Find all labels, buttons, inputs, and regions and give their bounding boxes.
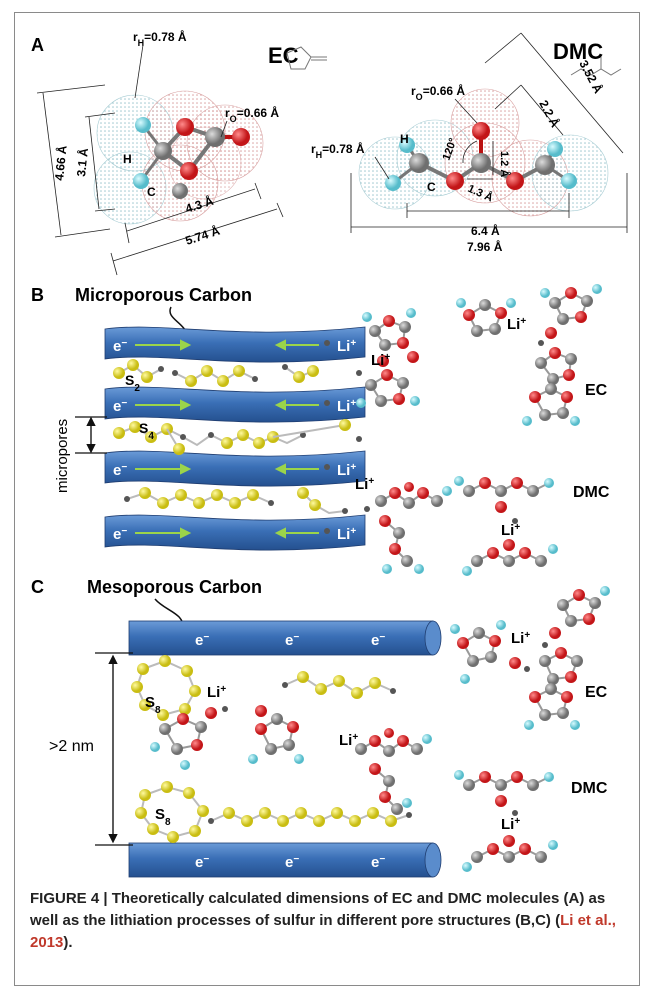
panel-c-title: Mesoporous Carbon [87,577,262,597]
c-li-4: Li+ [501,816,520,834]
dmc-atom-h: H [400,132,409,146]
dmc-dim-64: 6.4 Å [471,223,500,238]
panel-b-letter: B [31,285,44,305]
b-e-4: e− [113,526,127,544]
c-e-6: e− [371,854,385,872]
micropore-sulfur-chains [113,359,362,515]
caption-figure-label: FIGURE 4 | [30,890,112,907]
figure-canvas: A H C EC rH=0.78 Å rO=0.66 Å [31,29,628,878]
li-dots-b [324,340,330,534]
b-li-1: Li+ [337,338,356,356]
b-e-3: e− [113,462,127,480]
ec-molecule [93,90,264,225]
dmc-title: DMC [553,39,603,64]
ec-atom-c: C [147,185,156,199]
b-li-3: Li+ [337,462,356,480]
caption-text: Theoretically calculated dimensions of E… [30,890,606,929]
dmc-dimension-lines [350,32,628,233]
b-li-free-2: Li+ [355,476,374,494]
micropores-label: micropores [54,419,71,493]
dmc-dim-22: 2.2 Å [536,97,563,130]
c-e-3: e− [371,632,385,650]
c-ec-label: EC [585,684,608,701]
c-li-1: Li+ [207,684,226,702]
gap-label: >2 nm [49,738,94,755]
b-dmc-label: DMC [573,484,610,501]
b-li-free-1: Li+ [371,352,390,370]
ec-atom-h: H [123,152,132,166]
b-e-1: e− [113,338,127,356]
dmc-molecule [358,88,609,217]
b-li-free-4: Li+ [501,522,520,540]
dmc-dim-796: 7.96 Å [467,239,503,254]
micropores-bracket [75,416,107,454]
electrolyte-molecules-b [356,284,602,576]
dmc-structure-icon [570,57,622,76]
caption-end: ). [63,934,73,951]
c-dmc-label: DMC [571,780,608,797]
mesopore-electrons: e− e− e− e− e− e− [195,632,385,872]
c-e-1: e− [195,632,209,650]
figure-frame: A H C EC rH=0.78 Å rO=0.66 Å [14,12,640,986]
panel-c-letter: C [31,577,44,597]
mesopore-molecules [150,705,432,815]
c-e-2: e− [285,632,299,650]
ec-rh-label: rH=0.78 Å [133,29,187,48]
c-li-2: Li+ [339,732,358,750]
dmc-angle-arc [462,140,478,164]
c-e-4: e− [195,854,209,872]
s4-label: S4 [139,420,154,442]
micropore-arrows [135,339,319,539]
caption-reference-link[interactable]: Li et al., 2013 [30,912,616,951]
dmc-ro-label: rO=0.66 Å [411,83,465,102]
c-li-3: Li+ [511,630,530,648]
panel-a-letter: A [31,35,44,55]
electrolyte-molecules-c [450,586,610,872]
b-li-free-3: Li+ [507,316,526,334]
ec-ro-label: rO=0.66 Å [225,105,279,124]
dmc-rh-label: rH=0.78 Å [311,141,365,160]
s8-label-1: S8 [145,694,161,716]
micropore-layers [104,326,366,551]
panel-b-title: Microporous Carbon [75,285,252,305]
mesopore-tubes [128,620,442,878]
ec-dim-31: 3.1 Å [73,147,91,177]
c-e-5: e− [285,854,299,872]
b-ec-label: EC [585,382,608,399]
micropore-electrons: e− e− e− e− Li+ Li+ Li+ Li+ [113,338,356,544]
b-li-4: Li+ [337,526,356,544]
s2-label: S2 [125,372,140,394]
ec-dimension-lines [36,84,284,276]
ec-dim-574: 5.74 Å [183,223,222,248]
s8-label-2: S8 [155,806,171,828]
mesopore-bracket [95,652,133,846]
ec-title: EC [268,43,299,68]
b-e-2: e− [113,398,127,416]
dmc-atom-c: C [427,180,436,194]
dmc-dim-12: 1.2 Å [498,151,511,177]
ec-dim-466: 4.66 Å [51,144,70,181]
b-li-2: Li+ [337,398,356,416]
mesopore-sulfur [131,655,412,843]
ec-structure-icon [286,46,327,70]
figure-caption: FIGURE 4 | Theoretically calculated dime… [30,888,630,954]
